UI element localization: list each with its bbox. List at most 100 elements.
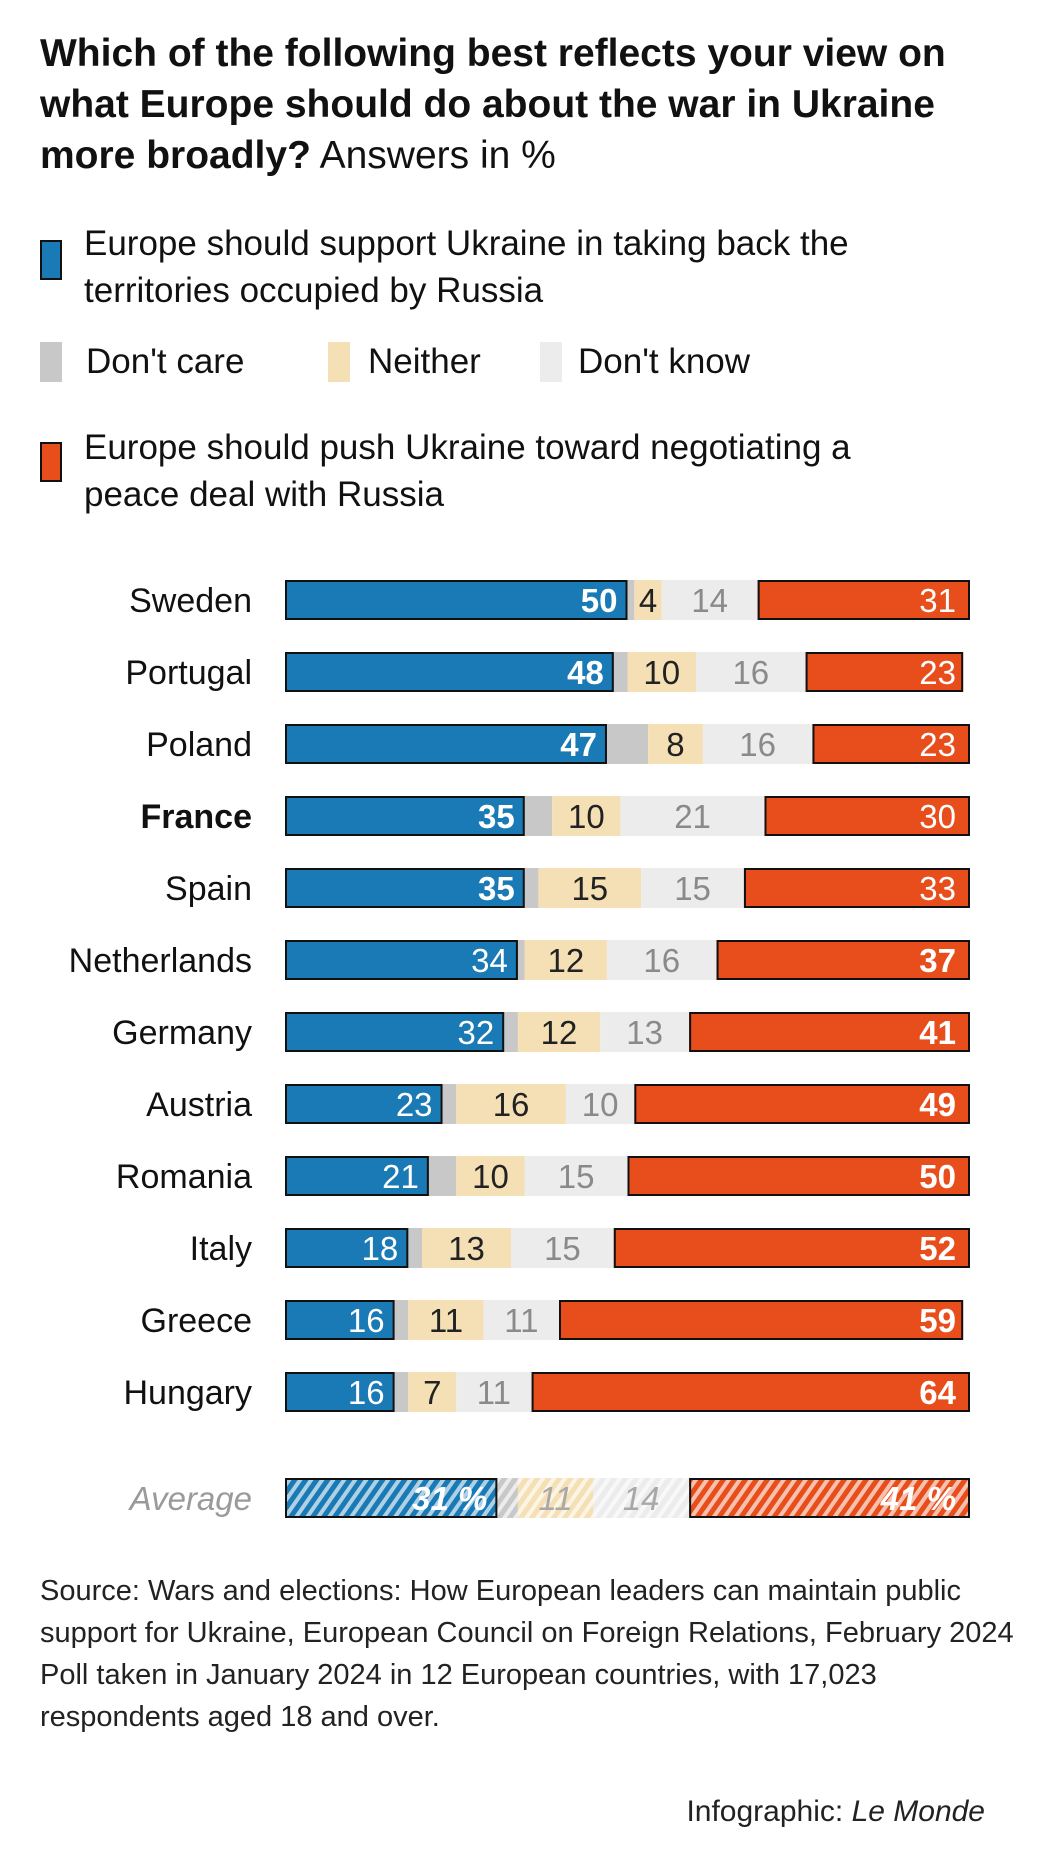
segment-outline: [285, 580, 628, 620]
bar-segment-push: [812, 724, 970, 764]
bar-segment-push: [634, 1084, 970, 1124]
hatch-overlay: [285, 1478, 498, 1518]
value-label: 64: [919, 1374, 956, 1411]
value-label: 12: [547, 942, 584, 979]
segment-outline: [285, 868, 525, 908]
value-label: 13: [448, 1230, 485, 1267]
bar-segment-support: [285, 868, 525, 908]
title-unit: Answers in %: [319, 134, 556, 177]
bar-segment-support: [285, 1156, 429, 1196]
segment-outline: [689, 1478, 971, 1518]
bar-segment-neither: [538, 868, 642, 908]
value-label: 23: [396, 1086, 433, 1123]
value-label: 34: [471, 942, 508, 979]
value-label: 11: [429, 1302, 463, 1339]
segment-outline: [531, 1372, 970, 1412]
value-label: 14: [691, 582, 728, 619]
value-label: 31: [919, 582, 956, 619]
bar-segment-dont-know: [620, 796, 765, 836]
bar-segment-dont-know: [661, 580, 758, 620]
segment-outline: [764, 796, 970, 836]
credit-prefix: Infographic:: [686, 1795, 844, 1828]
bar-row-germany: Germany 32 12 13 41: [112, 1012, 971, 1052]
category-label: Germany: [112, 1014, 252, 1052]
bar-segment-push: [805, 652, 964, 692]
legend-swatch-dont-know: [540, 342, 562, 382]
segment-outline: [627, 1156, 970, 1196]
value-label: 13: [626, 1014, 663, 1051]
value-label: 49: [919, 1086, 956, 1123]
title-question: Which of the following best reflects you…: [40, 32, 946, 177]
bar-segment-dont-know: [696, 652, 806, 692]
segment-outline: [285, 1156, 429, 1196]
legend-item-push: Europe should push Ukraine toward negoti…: [40, 424, 940, 524]
segment-outline: [285, 796, 525, 836]
value-label: 11: [477, 1374, 511, 1411]
value-label: 31 %: [412, 1480, 487, 1517]
category-label: Poland: [146, 726, 252, 764]
bar-segment-support: [285, 1372, 395, 1412]
category-label: Hungary: [123, 1374, 252, 1412]
bar-segment-dont-know: [641, 868, 744, 908]
segment-outline: [805, 652, 964, 692]
legend-swatch-push: [40, 442, 62, 482]
value-label: 16: [732, 654, 769, 691]
bar-segment-dont-know: [600, 1012, 690, 1052]
credit: Infographic: Le Monde: [686, 1795, 985, 1829]
segment-outline: [812, 724, 971, 764]
value-label: 15: [558, 1158, 595, 1195]
bar-segment-push: [559, 1300, 964, 1340]
legend-row-neutral: Don't care Neither Don't know: [40, 338, 1030, 388]
value-label: 10: [643, 654, 680, 691]
segment-outline: [285, 1478, 498, 1518]
value-label: 15: [571, 870, 608, 907]
bar-segment-dont-care: [408, 1228, 422, 1268]
bar-row-austria: Austria 23 16 10 49: [146, 1084, 970, 1124]
legend-item-support: Europe should support Ukraine in taking …: [40, 220, 920, 320]
bar-row-average: Average 31 % 11 14 41 %: [128, 1478, 971, 1518]
bar-segment-support: [285, 724, 607, 764]
source-line: Source: Wars and elections: How European…: [40, 1575, 1014, 1649]
hatch-overlay: [689, 1478, 970, 1518]
value-label: 16: [348, 1374, 385, 1411]
bar-row-france: France 35 10 21 30: [141, 796, 970, 836]
value-label: 10: [568, 798, 605, 835]
hatch-overlay: [497, 1478, 518, 1518]
bar-segment-dont-care: [428, 1156, 457, 1196]
segment-outline: [757, 580, 971, 620]
bar-segment-push: [757, 580, 970, 620]
bar-segment-neither: [456, 1156, 525, 1196]
bar-segment-support: [285, 796, 525, 836]
bar-segment-support: [285, 1228, 409, 1268]
value-label: 12: [541, 1014, 578, 1051]
category-label: Romania: [116, 1158, 252, 1196]
poll-line: Poll taken in January 2024 in 12 Europea…: [40, 1659, 877, 1733]
value-label: 14: [623, 1480, 660, 1517]
category-label: Austria: [146, 1086, 252, 1124]
bar-segment-support: [285, 940, 518, 980]
category-label: France: [141, 798, 253, 836]
legend-label-support: Europe should support Ukraine in taking …: [84, 224, 849, 310]
bar-row-italy: Italy 18 13 15 52: [190, 1228, 970, 1268]
segment-outline: [285, 1084, 443, 1124]
value-label: 23: [919, 726, 956, 763]
value-label: 16: [493, 1086, 530, 1123]
value-label: 41: [919, 1014, 956, 1051]
bar-segment-neither: [634, 580, 662, 620]
value-label: 21: [382, 1158, 419, 1195]
value-label: 4: [639, 582, 657, 619]
bar-segment-dont-care: [613, 652, 628, 692]
value-label: 21: [674, 798, 711, 835]
bar-segment-dont-know: [456, 1372, 532, 1412]
bar-row-hungary: Hungary 16 7 11 64: [123, 1372, 970, 1412]
value-label: 11: [504, 1302, 538, 1339]
segment-outline: [743, 868, 971, 908]
bar-row-netherlands: Netherlands 34 12 16 37: [69, 940, 970, 980]
bar-segment-push: [743, 868, 970, 908]
value-label: 16: [348, 1302, 385, 1339]
segment-outline: [285, 1300, 395, 1340]
bar-segment-dont-care: [517, 940, 525, 980]
